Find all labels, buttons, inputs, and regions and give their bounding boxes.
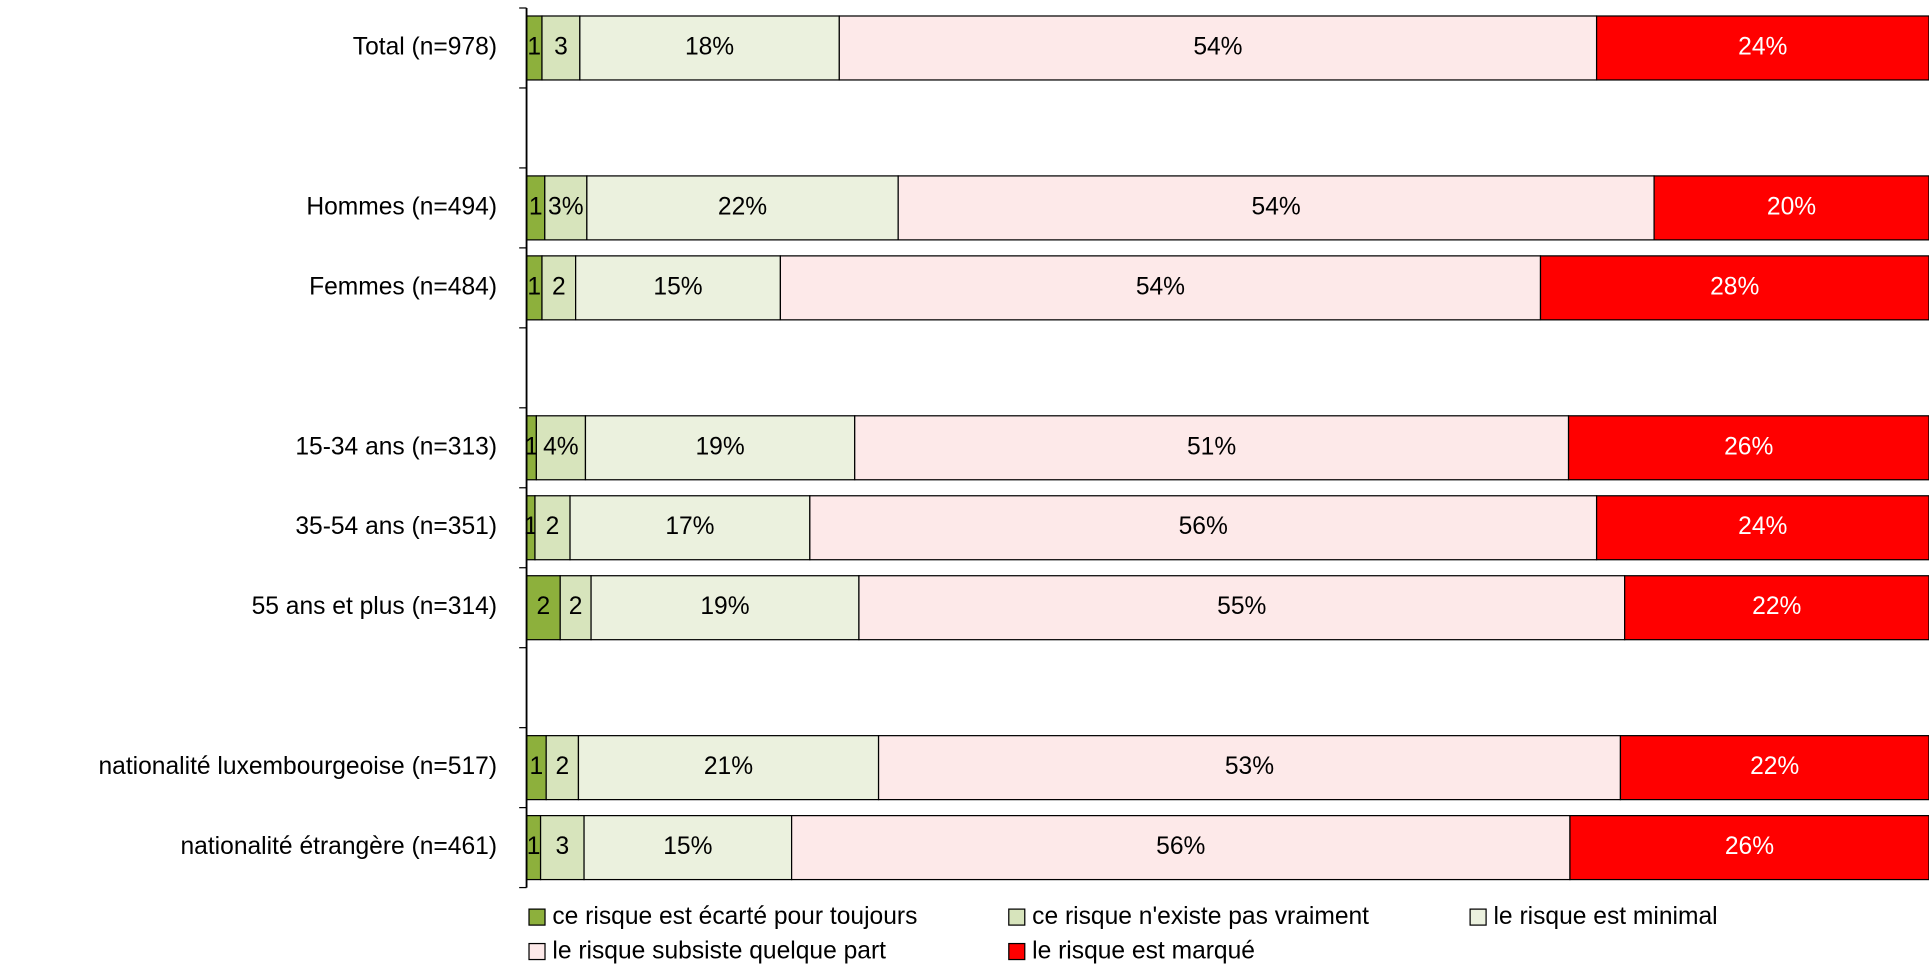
legend-label: le risque est marqué [1032, 938, 1255, 965]
data-label: 18% [685, 33, 734, 60]
data-label: 3 [555, 833, 569, 860]
bar-segment [854, 415, 1570, 481]
bar-segment [539, 814, 585, 881]
y-tick-label: Total (n=978) [353, 33, 497, 60]
legend-label: le risque subsiste quelque part [552, 938, 886, 965]
bar-segment [586, 175, 899, 241]
bar-segment [541, 15, 581, 81]
bar-segment [1595, 495, 1929, 561]
y-tick-label: 35-54 ans (n=351) [295, 513, 497, 540]
data-label: 24% [1738, 513, 1787, 540]
y-tick-label: Femmes (n=484) [309, 273, 497, 300]
data-label: 15% [653, 273, 702, 300]
y-tick-label: nationalité luxembourgeoise (n=517) [98, 753, 497, 780]
data-label: 54% [1252, 193, 1301, 220]
data-label: 19% [700, 593, 749, 620]
data-label: 3 [554, 33, 568, 60]
data-label: 54% [1136, 273, 1185, 300]
bar-segment [579, 15, 840, 81]
bar-segment [577, 735, 880, 801]
legend-swatch [1008, 908, 1026, 926]
legend-swatch [1469, 908, 1487, 926]
data-label: 1 [530, 753, 544, 780]
data-label: 26% [1725, 833, 1774, 860]
data-label: 22% [718, 193, 767, 220]
bar-segment [1653, 175, 1929, 241]
data-label: 2 [546, 513, 560, 540]
bar-segment [590, 575, 860, 641]
data-label: 2 [569, 593, 583, 620]
data-label: 56% [1179, 513, 1228, 540]
legend-swatch [1008, 942, 1026, 961]
bar-segment [535, 415, 587, 481]
y-tick-label: 15-34 ans (n=313) [295, 433, 497, 460]
data-label: 2 [552, 273, 566, 300]
bar-segment [877, 735, 1622, 801]
data-label: 1 [529, 193, 543, 220]
bar-segment [838, 15, 1598, 81]
data-label: 54% [1193, 33, 1242, 60]
data-label: 22% [1750, 753, 1799, 780]
data-label: 19% [695, 433, 744, 460]
data-label: 1 [527, 273, 541, 300]
bar-segment [1567, 415, 1929, 481]
data-label: 1 [527, 833, 541, 860]
y-tick-label: Hommes (n=494) [306, 193, 497, 220]
data-label: 17% [665, 513, 714, 540]
data-label: 1 [525, 433, 539, 460]
data-label: 1 [527, 33, 541, 60]
data-label: 28% [1710, 273, 1759, 300]
y-tick-label: nationalité étrangère (n=461) [180, 833, 497, 860]
bar-segment [584, 415, 856, 481]
bar-segment [809, 495, 1598, 561]
legend-swatch [528, 942, 546, 961]
data-label: 24% [1738, 33, 1787, 60]
bar-segment [1569, 814, 1929, 881]
bar-segment [544, 175, 588, 241]
data-label: 26% [1724, 433, 1773, 460]
data-label: 15% [663, 833, 712, 860]
bar-segment [858, 575, 1626, 641]
data-label: 4% [543, 433, 579, 460]
bar-segment [897, 175, 1655, 241]
data-label: 53% [1225, 753, 1274, 780]
data-label: 51% [1187, 433, 1236, 460]
bar-segment [575, 255, 782, 321]
bar-segment [779, 255, 1542, 321]
bar-segment [569, 495, 811, 561]
legend-label: ce risque est écarté pour toujours [552, 903, 917, 930]
bar-segment [790, 814, 1571, 881]
data-label: 2 [555, 753, 569, 780]
bar-segment [534, 495, 571, 561]
legend-swatch [528, 908, 546, 926]
data-label: 56% [1156, 833, 1205, 860]
bar-segment [525, 575, 561, 641]
data-label: 21% [704, 753, 753, 780]
bar-segment [1595, 15, 1929, 81]
data-label: 2 [537, 593, 551, 620]
data-label: 20% [1767, 193, 1816, 220]
legend-label: ce risque n'existe pas vraiment [1032, 903, 1369, 930]
bar-segment [545, 735, 580, 801]
data-label: 22% [1752, 593, 1801, 620]
bar-segment [541, 255, 577, 321]
y-tick-label: 55 ans et plus (n=314) [252, 593, 497, 620]
bar-segment [583, 814, 793, 881]
bar-segment [559, 575, 592, 641]
data-label: 3% [548, 193, 584, 220]
legend-label: le risque est minimal [1493, 903, 1717, 930]
data-label: 55% [1217, 593, 1266, 620]
